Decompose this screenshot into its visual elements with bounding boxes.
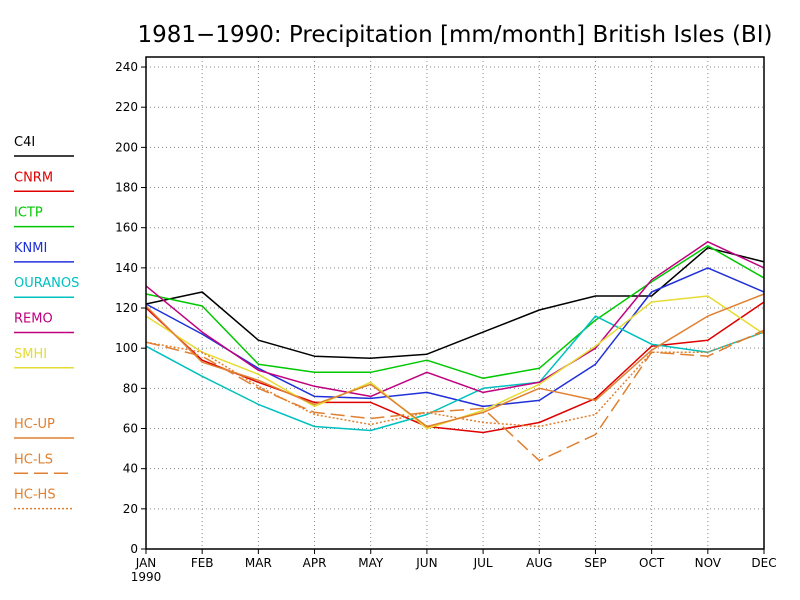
series-layer xyxy=(145,241,765,462)
x-sub-label: 1990 xyxy=(131,570,162,584)
series-line-remo xyxy=(145,241,765,398)
chart-title: 1981−1990: Precipitation [mm/month] Brit… xyxy=(138,22,773,48)
x-tick-label: OCT xyxy=(639,556,665,570)
series-line-smhi xyxy=(145,295,765,430)
y-tick-label: 100 xyxy=(115,341,138,355)
y-tick-label: 120 xyxy=(115,301,138,315)
legend: C4I CNRM ICTP KNMI OURANOS REMO SMHI HC-UP HC-LS… xyxy=(14,135,79,510)
legend-label-ouranos: OURANOS xyxy=(14,276,79,291)
x-tick-label: NOV xyxy=(695,556,722,570)
x-tick-label: APR xyxy=(303,556,327,570)
series-line-hc-hs xyxy=(145,331,765,428)
plot-frame xyxy=(145,56,765,550)
x-tick-label: DEC xyxy=(751,556,776,570)
axis-layer: 0 20 40 60 80 100 120 140 160 180 200 220 240 JAN FEB M… xyxy=(115,56,777,584)
y-tick-label: 40 xyxy=(123,462,138,476)
series-line-hc-up xyxy=(145,293,765,428)
y-tick-label: 200 xyxy=(115,140,138,154)
legend-label-remo: REMO xyxy=(14,312,53,327)
x-tick-label: SEP xyxy=(584,556,606,570)
x-tick-label: MAR xyxy=(245,556,272,570)
series-line-ouranos xyxy=(145,315,765,432)
legend-label-knmi: KNMI xyxy=(14,241,47,256)
y-tick-label: 20 xyxy=(123,502,138,516)
legend-label-ictp: ICTP xyxy=(14,206,43,221)
legend-label-hc-up: HC-UP xyxy=(14,417,55,432)
y-tick-label: 160 xyxy=(115,221,138,235)
legend-label-hc-ls: HC-LS xyxy=(14,452,53,467)
legend-label-smhi: SMHI xyxy=(14,347,47,362)
series-line-knmi xyxy=(145,267,765,408)
legend-label-c4i: C4I xyxy=(14,135,35,150)
series-line-c4i xyxy=(145,247,765,359)
series-line-ictp xyxy=(145,245,765,380)
y-tick-label: 140 xyxy=(115,261,138,275)
legend-label-hc-hs: HC-HS xyxy=(14,488,56,503)
y-tick-label: 180 xyxy=(115,181,138,195)
y-tick-label: 80 xyxy=(123,381,138,395)
grid-layer xyxy=(146,57,764,549)
y-tick-label: 240 xyxy=(115,60,138,74)
y-tick-label: 60 xyxy=(123,422,138,436)
y-tick-label: 0 xyxy=(130,542,138,556)
y-tick-label: 220 xyxy=(115,100,138,114)
x-tick-label: JUL xyxy=(473,556,493,570)
legend-label-cnrm: CNRM xyxy=(14,170,53,185)
x-tick-label: FEB xyxy=(191,556,214,570)
x-tick-label: JAN xyxy=(135,556,157,570)
x-tick-label: JUN xyxy=(415,556,437,570)
x-tick-label: AUG xyxy=(526,556,552,570)
x-tick-label: MAY xyxy=(358,556,384,570)
